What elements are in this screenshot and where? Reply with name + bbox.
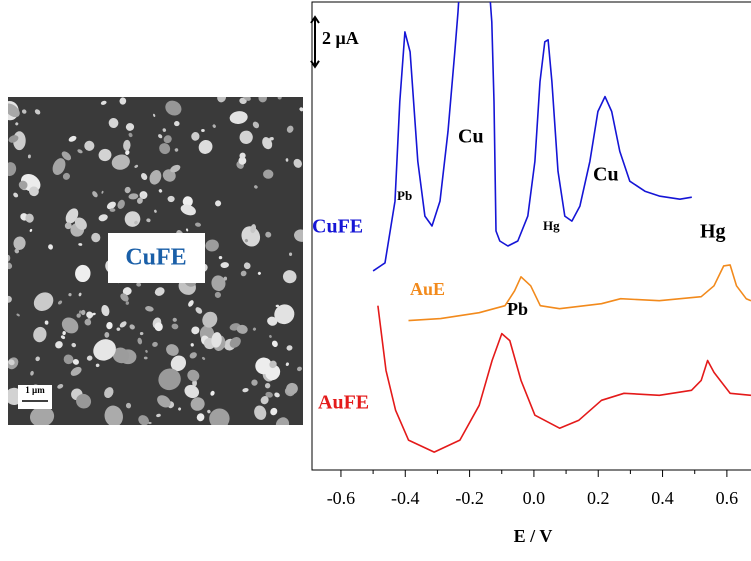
series-label: AuFE <box>318 392 369 414</box>
peak-label: Pb <box>507 299 528 319</box>
sem-image: CuFE 1 µm <box>0 91 309 434</box>
peak-label: Cu <box>458 126 484 148</box>
scale-bar-label: 2 μA <box>322 28 359 48</box>
series-line <box>373 0 692 271</box>
peak-label: Hg <box>543 218 560 233</box>
x-tick-label: -0.4 <box>391 488 420 508</box>
series-line <box>409 265 751 321</box>
peak-label: Pb <box>397 188 412 203</box>
image-label: CuFE <box>125 245 186 271</box>
particle <box>110 208 116 212</box>
peak-label: Cu <box>593 164 619 186</box>
x-tick-label: -0.6 <box>327 488 356 508</box>
plot-frame <box>312 2 751 470</box>
peak-label: Hg <box>700 221 726 243</box>
x-tick-label: -0.2 <box>455 488 484 508</box>
x-tick-label: 0.4 <box>651 488 674 508</box>
particle <box>289 252 292 256</box>
image-scale-label: 1 µm <box>25 385 45 395</box>
plot-area <box>373 0 751 452</box>
x-tick-label: 0.0 <box>523 488 546 508</box>
x-tick-label: 0.6 <box>716 488 739 508</box>
series-line <box>378 306 751 452</box>
series-label: AuE <box>410 279 445 299</box>
x-tick-label: 0.2 <box>587 488 610 508</box>
x-axis-label: E / V <box>514 526 553 546</box>
series-label: CuFE <box>312 216 363 238</box>
